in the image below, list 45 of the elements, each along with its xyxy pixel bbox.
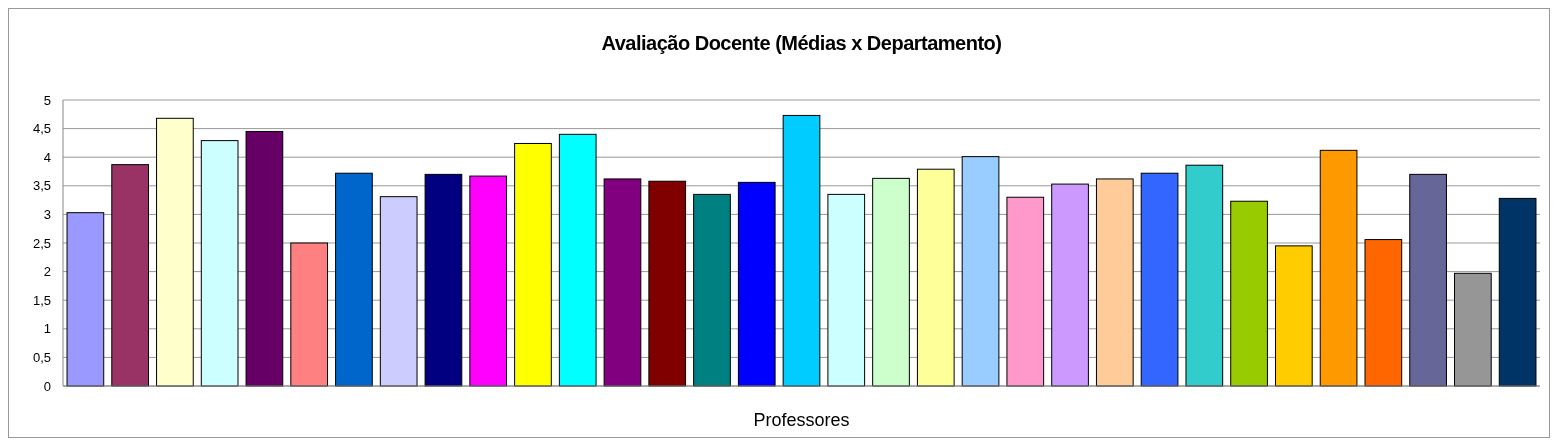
bar xyxy=(916,168,955,387)
bar xyxy=(66,212,105,387)
y-tick-label: 1 xyxy=(43,321,51,337)
bar xyxy=(514,142,552,387)
bar xyxy=(872,177,910,387)
bar xyxy=(1498,197,1537,387)
y-tick-label: 3 xyxy=(43,206,51,222)
bar xyxy=(1364,239,1403,387)
x-axis-title: Professores xyxy=(753,410,850,430)
bar xyxy=(1095,178,1134,387)
bar xyxy=(603,178,642,387)
y-tick-label: 2 xyxy=(43,264,51,280)
y-tick-label: 4,5 xyxy=(32,121,51,137)
chart-title: Avaliação Docente (Médias x Departamento) xyxy=(601,32,1002,54)
bar xyxy=(469,175,508,387)
bar xyxy=(1319,149,1358,387)
bar xyxy=(558,133,597,387)
bar xyxy=(1051,183,1089,387)
bar xyxy=(245,130,284,387)
bar xyxy=(1409,173,1447,387)
bar xyxy=(111,164,149,387)
bar xyxy=(961,156,1000,387)
bar xyxy=(424,173,463,387)
bar xyxy=(737,181,776,387)
bar xyxy=(1274,245,1313,387)
bar xyxy=(827,193,866,387)
bar xyxy=(1006,196,1045,387)
y-tick-label: 0 xyxy=(43,378,51,394)
bar xyxy=(1185,164,1224,387)
bar xyxy=(1140,172,1179,387)
y-tick-label: 3,5 xyxy=(32,178,51,194)
bar xyxy=(379,196,418,387)
bar xyxy=(648,180,687,387)
y-tick-label: 0,5 xyxy=(32,349,51,365)
bar xyxy=(290,242,329,387)
bar xyxy=(200,140,239,387)
y-tick-label: 4 xyxy=(43,149,51,165)
y-tick-label: 5 xyxy=(43,92,51,108)
bar xyxy=(782,114,821,387)
y-tick-label: 1,5 xyxy=(32,292,51,308)
y-tick-label: 2,5 xyxy=(32,235,51,251)
bar xyxy=(335,172,373,387)
bar xyxy=(1230,200,1268,387)
bar xyxy=(693,193,731,387)
bar xyxy=(156,117,194,387)
